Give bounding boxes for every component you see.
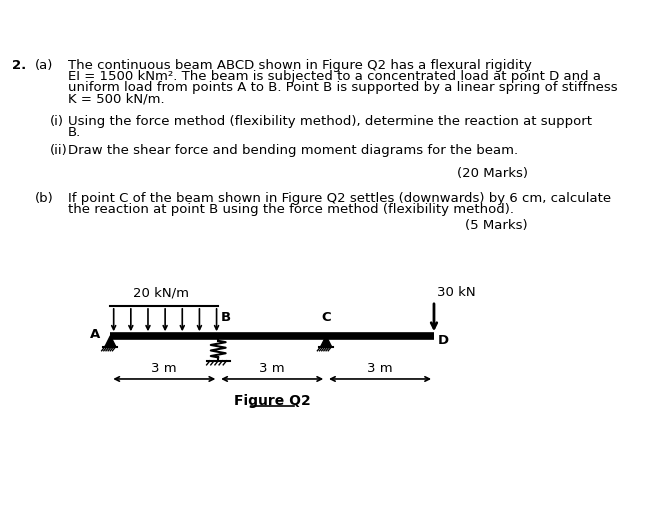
Text: uniform load from points A to B. Point B is supported by a linear spring of stif: uniform load from points A to B. Point B… bbox=[68, 81, 618, 94]
Text: 30 kN: 30 kN bbox=[437, 286, 476, 299]
Text: 3 m: 3 m bbox=[151, 362, 177, 375]
Text: C: C bbox=[321, 311, 331, 324]
Text: If point C of the beam shown in Figure Q2 settles (downwards) by 6 cm, calculate: If point C of the beam shown in Figure Q… bbox=[68, 192, 611, 205]
Text: 3 m: 3 m bbox=[259, 362, 285, 375]
Text: (a): (a) bbox=[35, 59, 53, 71]
Text: (20 Marks): (20 Marks) bbox=[457, 167, 528, 179]
Text: D: D bbox=[437, 334, 448, 347]
Text: The continuous beam ABCD shown in Figure Q2 has a flexural rigidity: The continuous beam ABCD shown in Figure… bbox=[68, 59, 532, 71]
Text: Draw the shear force and bending moment diagrams for the beam.: Draw the shear force and bending moment … bbox=[68, 144, 518, 157]
Text: K = 500 kN/m.: K = 500 kN/m. bbox=[68, 93, 164, 105]
Text: Using the force method (flexibility method), determine the reaction at support: Using the force method (flexibility meth… bbox=[68, 115, 592, 128]
Text: 3 m: 3 m bbox=[367, 362, 393, 375]
Text: (5 Marks): (5 Marks) bbox=[465, 219, 528, 232]
Text: 20 kN/m: 20 kN/m bbox=[133, 286, 189, 299]
Text: B: B bbox=[221, 311, 231, 324]
Text: (ii): (ii) bbox=[50, 144, 68, 157]
Text: A: A bbox=[90, 327, 100, 341]
Text: (i): (i) bbox=[50, 115, 64, 128]
Polygon shape bbox=[320, 336, 332, 346]
Text: Figure Q2: Figure Q2 bbox=[234, 394, 311, 408]
Text: 2.: 2. bbox=[12, 59, 26, 71]
Polygon shape bbox=[105, 336, 116, 346]
Text: (b): (b) bbox=[35, 192, 53, 205]
Text: B.: B. bbox=[68, 126, 81, 139]
Text: EI = 1500 kNm². The beam is subjected to a concentrated load at point D and a: EI = 1500 kNm². The beam is subjected to… bbox=[68, 70, 601, 83]
Text: the reaction at point B using the force method (flexibility method).: the reaction at point B using the force … bbox=[68, 204, 514, 216]
